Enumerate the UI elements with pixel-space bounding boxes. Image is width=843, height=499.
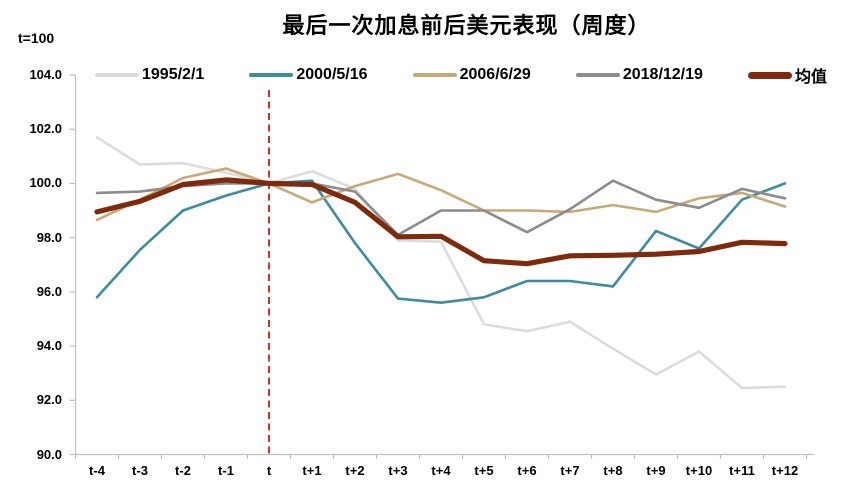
x-tick-label: t+1 xyxy=(302,463,322,478)
legend-line-swatch xyxy=(412,73,457,77)
axis-note: t=100 xyxy=(18,30,55,46)
x-tick-label: t+11 xyxy=(729,463,755,478)
x-tick-label: t-3 xyxy=(132,463,148,478)
legend-line-swatch xyxy=(95,73,139,77)
x-tick-label: t-2 xyxy=(175,463,191,478)
x-tick-label: t+12 xyxy=(771,463,799,478)
y-tick-label: 102.0 xyxy=(29,121,62,137)
legend-item-2006-6-29: 2006/6/29 xyxy=(412,66,531,84)
x-tick-label: t+10 xyxy=(685,463,713,478)
legend-label: 1995/2/1 xyxy=(142,66,205,83)
x-tick-label: t+8 xyxy=(603,463,623,478)
y-tick-label: 92.0 xyxy=(36,392,62,408)
x-tick-label: t+6 xyxy=(517,463,537,478)
x-tick-label: t+5 xyxy=(474,463,494,478)
x-tick-label: t+2 xyxy=(345,463,365,478)
legend-label: 均值 xyxy=(794,69,827,86)
series-line-均值 xyxy=(94,177,788,267)
legend-line-swatch xyxy=(575,73,620,77)
series-line-2000-5-16 xyxy=(95,179,787,305)
series-line-1995-2-1 xyxy=(95,136,787,390)
legend-item-2018-12-19: 2018/12/19 xyxy=(575,66,703,84)
legend-line-swatch xyxy=(747,71,792,79)
y-tick-label: 100.0 xyxy=(29,175,62,191)
legend-label: 2018/12/19 xyxy=(622,66,703,83)
legend-label: 2006/6/29 xyxy=(459,66,531,83)
series-line-2018-12-19 xyxy=(95,179,787,237)
y-tick-label: 104.0 xyxy=(29,67,62,82)
legend: 1995/2/1 2000/5/16 2006/6/29 2018/12/19 均值 xyxy=(95,62,827,88)
legend-item-1995-2-1: 1995/2/1 xyxy=(95,66,204,84)
legend-item-均值: 均值 xyxy=(747,63,827,87)
x-tick-label: t+3 xyxy=(388,463,408,478)
y-tick-label: 98.0 xyxy=(36,229,62,245)
y-tick-label: 90.0 xyxy=(36,446,62,462)
legend-item-2000-5-16: 2000/5/16 xyxy=(249,66,368,84)
y-tick-label: 96.0 xyxy=(36,283,62,299)
chart-title: 最后一次加息前后美元表现（周度） xyxy=(282,13,651,38)
x-tick-label: t xyxy=(266,463,272,478)
legend-line-swatch xyxy=(249,73,294,77)
x-tick-label: t+9 xyxy=(646,463,666,478)
x-tick-label: t+7 xyxy=(560,463,580,478)
y-tick-label: 94.0 xyxy=(36,338,62,354)
x-tick-label: t+4 xyxy=(431,463,451,478)
x-tick-label: t-1 xyxy=(218,463,234,478)
x-tick-label: t-4 xyxy=(89,463,105,478)
legend-label: 2000/5/16 xyxy=(296,66,368,83)
series-line-2006-6-29 xyxy=(95,167,787,222)
